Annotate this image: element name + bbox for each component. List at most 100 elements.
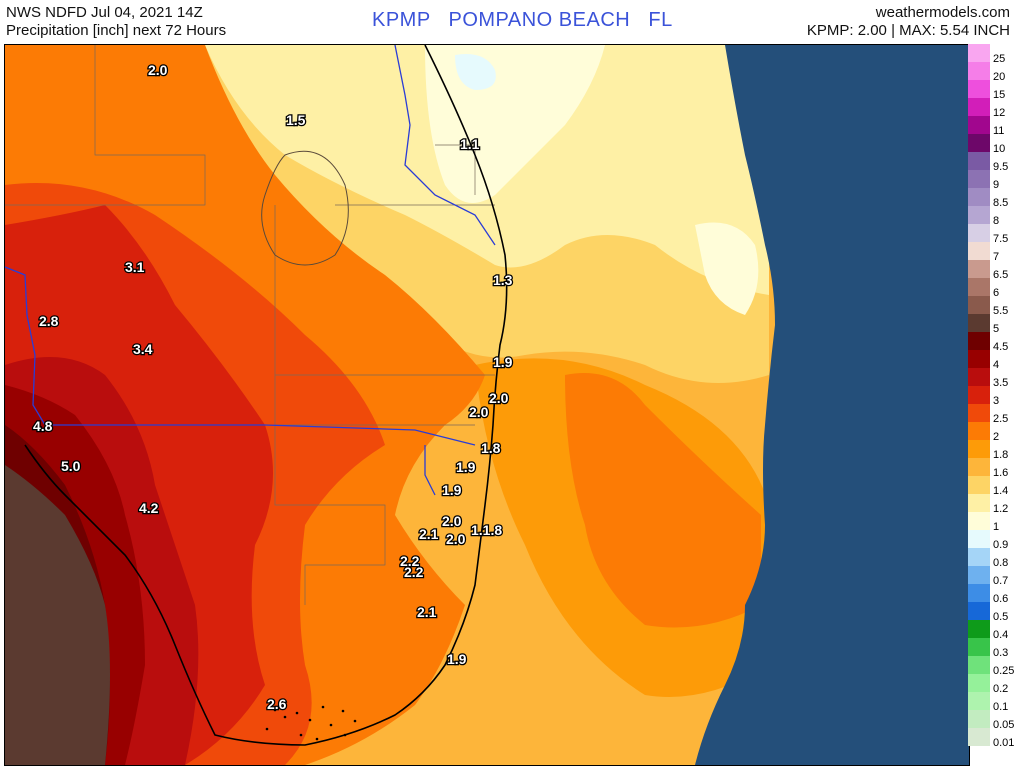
value-label: 2.2	[400, 553, 420, 569]
legend-entry: 1.2	[968, 494, 1024, 515]
legend-swatch	[968, 206, 990, 224]
legend-entry: 8.5	[968, 188, 1024, 209]
value-label: 2.6	[267, 696, 287, 712]
legend-label: 8	[993, 215, 1000, 227]
precip-zone-1-0-offshore	[695, 222, 759, 315]
legend-swatch	[968, 476, 990, 494]
legend-swatch	[968, 656, 990, 674]
legend-entry: 0.8	[968, 548, 1024, 569]
legend-swatch	[968, 530, 990, 548]
legend-entry: 2.5	[968, 404, 1024, 425]
legend-swatch	[968, 152, 990, 170]
legend-entry: 0.4	[968, 620, 1024, 641]
legend-label: 0.2	[993, 683, 1009, 695]
value-label: 1.9	[493, 354, 513, 370]
legend-label: 2.5	[993, 413, 1009, 425]
legend-entry: 0.6	[968, 584, 1024, 605]
legend-label: 1.4	[993, 485, 1009, 497]
legend-swatch	[968, 674, 990, 692]
legend-label: 15	[993, 89, 1006, 101]
legend-entry: 25	[968, 44, 1024, 65]
legend-swatch	[968, 620, 990, 638]
legend-label: 1	[993, 521, 1000, 533]
legend-swatch	[968, 728, 990, 746]
legend-swatch	[968, 422, 990, 440]
legend-label: 12	[993, 107, 1006, 119]
legend-entry: 0.2	[968, 674, 1024, 695]
legend-entry: 1	[968, 512, 1024, 533]
legend-label: 4.5	[993, 341, 1009, 353]
header-left: NWS NDFD Jul 04, 2021 14Z Precipitation …	[6, 4, 226, 40]
value-label: 4.2	[139, 500, 159, 516]
legend-swatch	[968, 260, 990, 278]
legend-label: 9.5	[993, 161, 1009, 173]
precipitation-map: 2.0 1.5 1.1 3.1 1.3 2.8 3.4 1.9 2.0 2.0 …	[4, 44, 970, 766]
legend-entry: 0.01	[968, 728, 1024, 749]
station-title: KPMP POMPANO BEACH FL	[372, 9, 673, 31]
legend-swatch	[968, 296, 990, 314]
header-right: weathermodels.com KPMP: 2.00 | MAX: 5.54…	[807, 4, 1010, 40]
legend-label: 5.5	[993, 305, 1009, 317]
county-boundaries	[5, 45, 495, 605]
ocean	[695, 45, 969, 765]
legend-swatch	[968, 116, 990, 134]
legend-entry: 20	[968, 62, 1024, 83]
map-canvas: 2.0 1.5 1.1 3.1 1.3 2.8 3.4 1.9 2.0 2.0 …	[5, 45, 969, 765]
legend-swatch	[968, 98, 990, 116]
legend-entry: 0.1	[968, 692, 1024, 713]
value-label: 5.0	[61, 458, 81, 474]
legend-swatch	[968, 458, 990, 476]
legend-entry: 3	[968, 386, 1024, 407]
legend-entry: 2	[968, 422, 1024, 443]
legend-swatch	[968, 566, 990, 584]
legend-swatch	[968, 602, 990, 620]
legend-label: 0.9	[993, 539, 1009, 551]
legend-swatch	[968, 188, 990, 206]
product-label: Precipitation [inch] next 72 Hours	[6, 22, 227, 39]
legend-entry: 8	[968, 206, 1024, 227]
value-label: 1.9	[456, 459, 476, 475]
legend-swatch	[968, 584, 990, 602]
legend-label: 0.5	[993, 611, 1009, 623]
site-name: weathermodels.com	[875, 4, 1010, 21]
legend-label: 0.25	[993, 665, 1015, 677]
value-label: 3.1	[125, 259, 145, 275]
waterways	[5, 45, 496, 496]
legend-swatch	[968, 80, 990, 98]
legend-entry: 9	[968, 170, 1024, 191]
legend-entry: 7	[968, 242, 1024, 263]
legend-swatch	[968, 548, 990, 566]
value-label: 2.0	[148, 62, 168, 78]
value-label: 4.8	[33, 418, 53, 434]
value-label: 2.0	[446, 531, 466, 547]
legend-entry: 15	[968, 80, 1024, 101]
legend-entry: 9.5	[968, 152, 1024, 173]
value-label: 2.8	[39, 313, 59, 329]
legend-entry: 0.9	[968, 530, 1024, 551]
value-label: 2.0	[442, 513, 462, 529]
precip-value-labels: 2.0 1.5 1.1 3.1 1.3 2.8 3.4 1.9 2.0 2.0 …	[32, 61, 514, 714]
legend-entry: 6	[968, 278, 1024, 299]
value-label: 1.8	[481, 440, 501, 456]
legend-label: 3	[993, 395, 1000, 407]
legend-swatch	[968, 62, 990, 80]
legend-swatch	[968, 440, 990, 458]
legend-entry: 5	[968, 314, 1024, 335]
legend-label: 0.01	[993, 737, 1015, 749]
legend-label: 0.1	[993, 701, 1009, 713]
legend-label: 25	[993, 53, 1006, 65]
coastal-islands	[265, 705, 357, 741]
legend-entry: 1.4	[968, 476, 1024, 497]
legend-label: 10	[993, 143, 1006, 155]
legend-swatch	[968, 710, 990, 728]
legend-label: 3.5	[993, 377, 1009, 389]
precip-zone-5-0	[5, 465, 110, 765]
legend-swatch	[968, 242, 990, 260]
value-label: 1.1	[460, 136, 480, 152]
legend-label: 7.5	[993, 233, 1009, 245]
legend-label: 1.6	[993, 467, 1009, 479]
legend-label: 0.7	[993, 575, 1009, 587]
value-label: 2.1	[417, 604, 437, 620]
legend-entry: 7.5	[968, 224, 1024, 245]
legend-label: 7	[993, 251, 1000, 263]
